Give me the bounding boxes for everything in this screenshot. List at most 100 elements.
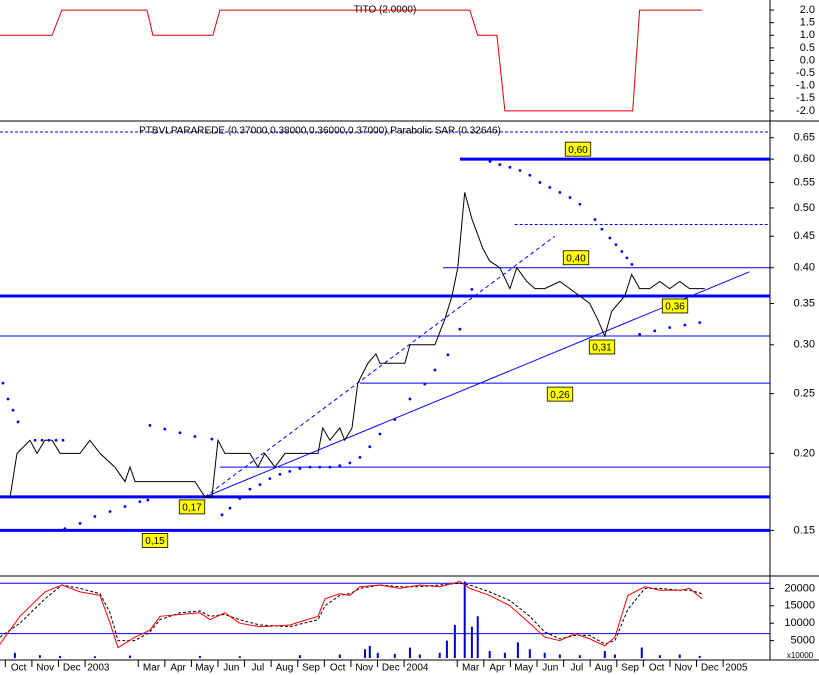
trend-line [204, 235, 556, 498]
sar-dot [40, 438, 44, 442]
volume-bar [453, 624, 456, 658]
volume-bar [516, 642, 519, 658]
level-label: 0,31 [592, 343, 612, 354]
y-tick-label: 0.30 [794, 339, 815, 351]
sar-dot [138, 500, 142, 504]
sar-dot [470, 287, 474, 291]
sar-dot [308, 465, 312, 469]
sar-dot [178, 431, 182, 435]
y-tick-label: 10000 [784, 617, 815, 629]
sar-dot [488, 159, 492, 163]
sar-dot [458, 327, 462, 331]
x-tick-label: Nov [674, 663, 692, 674]
x-tick-label: Apr [170, 663, 186, 674]
volume-bar [603, 651, 606, 658]
x-tick-label: Apr [489, 663, 505, 674]
volume-bar [470, 626, 473, 658]
volume-bar [298, 655, 301, 658]
x-tick-label: Mar [462, 663, 480, 674]
volume-bar [393, 653, 396, 658]
x-tick-label: Jun [223, 663, 239, 674]
series-line [0, 580, 703, 649]
x-tick-label: Aug [595, 663, 613, 674]
volume-bar [438, 652, 441, 658]
x-tick-label: Sep [621, 663, 639, 674]
y-tick-label: 5000 [791, 635, 815, 647]
volume-bar [408, 647, 411, 658]
x-tick-label: Oct [649, 663, 665, 674]
sar-dot [278, 472, 282, 476]
sar-dot [625, 256, 629, 260]
sar-dot [1, 381, 5, 385]
volume-bar [640, 647, 643, 658]
x-tick-label: May [195, 663, 214, 674]
level-label-box [178, 499, 206, 515]
sar-dot [608, 236, 612, 240]
sar-dot [268, 477, 272, 481]
sar-dot [538, 181, 542, 184]
x-tick-label: Aug [276, 663, 294, 674]
x-tick-label: Nov [355, 663, 373, 674]
y-tick-label: 0.60 [794, 153, 815, 165]
sar-dot [558, 190, 562, 194]
volume-bar [678, 654, 681, 658]
sar-dot [148, 424, 152, 427]
sar-dot [408, 397, 412, 401]
level-label-box [564, 141, 592, 157]
series-line [9, 192, 705, 498]
y-tick-label: 0.5 [800, 42, 815, 54]
volume-bar [445, 640, 448, 658]
volume-bar [658, 655, 661, 658]
x-tick-label: May [514, 663, 533, 674]
volume-bar [698, 655, 701, 658]
y-tick-label: 0.40 [794, 262, 815, 274]
volume-bar [476, 616, 479, 658]
x-tick-label: 2004 [406, 663, 429, 674]
y-tick-label: 0.50 [794, 202, 815, 214]
level-label: 0,36 [665, 302, 685, 313]
sar-dot [498, 163, 502, 166]
volume-bar [38, 655, 41, 658]
x-tick-label: Dec [382, 663, 400, 674]
x-tick-label: Mar [143, 663, 161, 674]
x-tick-label: Jul [571, 663, 584, 674]
volume-bar [238, 656, 241, 658]
sar-dot [123, 505, 127, 508]
sar-dot [698, 321, 702, 324]
sar-dot [433, 368, 437, 372]
sar-dot [518, 169, 522, 172]
volume-bar [368, 645, 371, 658]
volume-bar [338, 654, 341, 658]
y-tick-label: 0.35 [794, 297, 815, 309]
sar-dot [163, 427, 167, 431]
sar-dot [600, 227, 604, 231]
y-tick-label: -1.5 [796, 92, 815, 104]
sar-dot [318, 465, 322, 469]
sar-dot [668, 326, 672, 329]
volume-bar [503, 652, 506, 658]
y-tick-label: 0.65 [794, 132, 815, 144]
sar-dot [593, 218, 597, 221]
sar-dot [348, 461, 352, 465]
level-label: 0,17 [182, 503, 202, 514]
sar-dot [146, 498, 150, 502]
volume-bar [129, 655, 132, 658]
volume-bar [463, 581, 466, 658]
sar-dot [220, 513, 224, 517]
x-tick-label: 2003 [87, 663, 110, 674]
sar-dot [6, 397, 10, 401]
sar-dot [288, 469, 292, 473]
sar-dot [378, 432, 382, 436]
sar-dot [47, 438, 51, 442]
sar-dot [258, 483, 262, 486]
x-tick-label: Oct [11, 663, 27, 674]
y-tick-label: 0.20 [794, 447, 815, 459]
volume-bar [578, 655, 581, 658]
level-label: 0,15 [145, 536, 165, 547]
sar-dot [528, 173, 532, 177]
volume-bar [543, 652, 546, 658]
sar-dot [548, 185, 552, 189]
x-tick-label: Nov [36, 663, 54, 674]
x-tick-label: Dec [63, 663, 81, 674]
